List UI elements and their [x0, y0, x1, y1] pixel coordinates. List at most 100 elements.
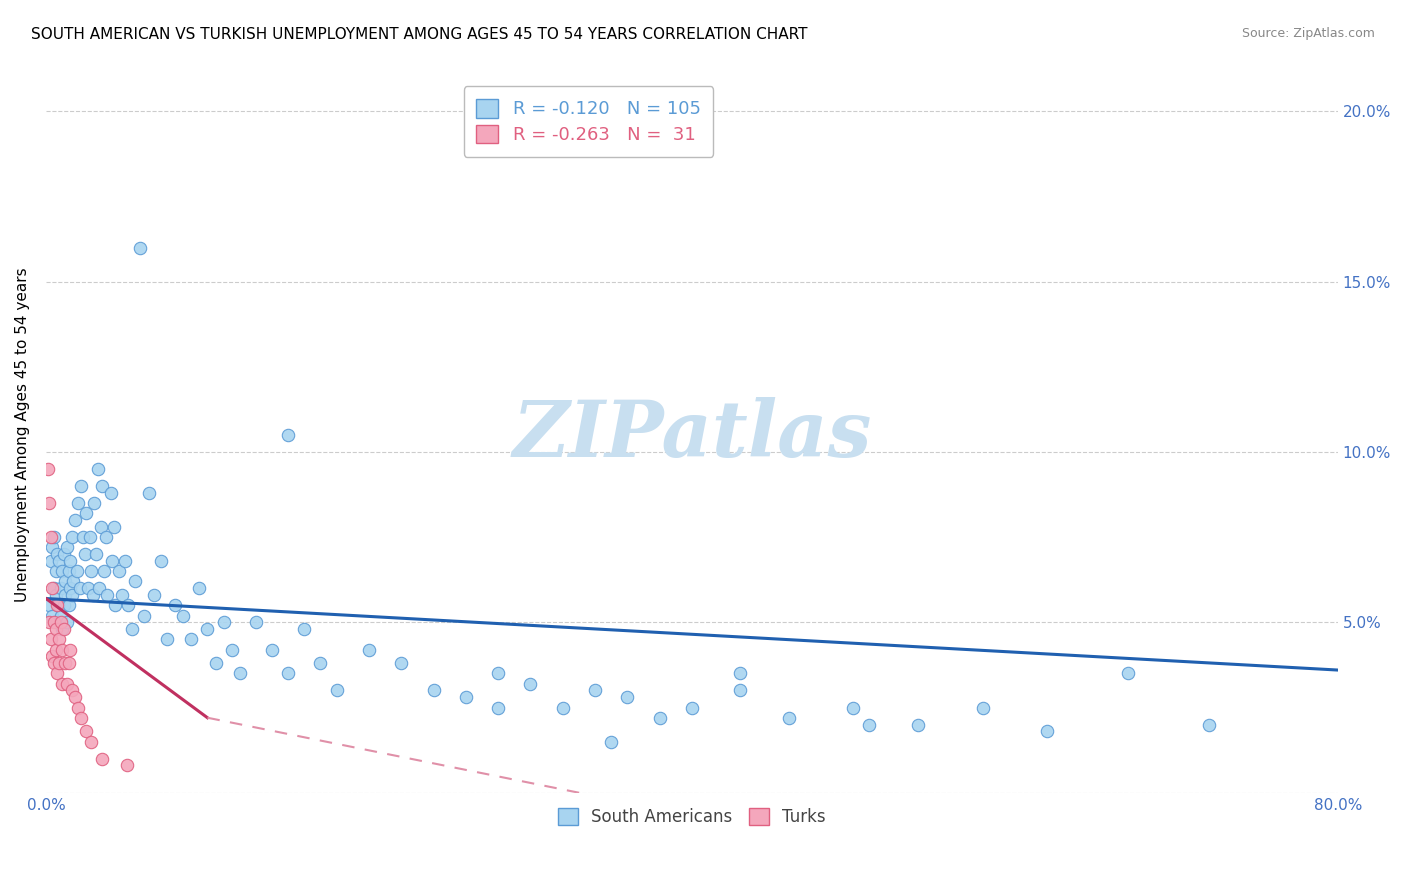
Point — [551, 700, 574, 714]
Point — [69, 582, 91, 596]
Point — [1116, 666, 1139, 681]
Point — [48, 554, 70, 568]
Point — [454, 690, 477, 705]
Point — [486, 666, 509, 681]
Point — [56, 541, 79, 555]
Point — [124, 574, 146, 589]
Text: Source: ZipAtlas.com: Source: ZipAtlas.com — [1241, 27, 1375, 40]
Point — [357, 642, 380, 657]
Point — [63, 513, 86, 527]
Point — [59, 554, 82, 568]
Point — [91, 751, 114, 765]
Point — [49, 608, 72, 623]
Point — [245, 615, 267, 630]
Point — [38, 599, 60, 613]
Point — [1036, 724, 1059, 739]
Point — [89, 582, 111, 596]
Point — [96, 588, 118, 602]
Point — [42, 615, 65, 630]
Point — [583, 683, 606, 698]
Point — [1198, 717, 1220, 731]
Point — [778, 711, 800, 725]
Y-axis label: Unemployment Among Ages 45 to 54 years: Unemployment Among Ages 45 to 54 years — [15, 268, 30, 602]
Point — [59, 582, 82, 596]
Point — [38, 615, 60, 630]
Point — [75, 507, 97, 521]
Point — [260, 642, 283, 657]
Point — [172, 608, 194, 623]
Point — [53, 588, 76, 602]
Point — [103, 520, 125, 534]
Point — [907, 717, 929, 731]
Point — [83, 496, 105, 510]
Point — [165, 599, 187, 613]
Point — [91, 479, 114, 493]
Point — [39, 632, 62, 647]
Point — [53, 574, 76, 589]
Point — [51, 622, 73, 636]
Point — [180, 632, 202, 647]
Point — [37, 462, 59, 476]
Point — [42, 530, 65, 544]
Point — [58, 657, 80, 671]
Point — [114, 554, 136, 568]
Point — [156, 632, 179, 647]
Point — [67, 496, 90, 510]
Point — [52, 547, 75, 561]
Point — [277, 666, 299, 681]
Point — [94, 530, 117, 544]
Point — [56, 615, 79, 630]
Text: SOUTH AMERICAN VS TURKISH UNEMPLOYMENT AMONG AGES 45 TO 54 YEARS CORRELATION CHA: SOUTH AMERICAN VS TURKISH UNEMPLOYMENT A… — [31, 27, 807, 42]
Point — [58, 564, 80, 578]
Point — [104, 599, 127, 613]
Point — [48, 599, 70, 613]
Point — [63, 690, 86, 705]
Point — [204, 657, 226, 671]
Point — [51, 676, 73, 690]
Point — [389, 657, 412, 671]
Point — [277, 428, 299, 442]
Point — [82, 588, 104, 602]
Point — [93, 564, 115, 578]
Point — [67, 700, 90, 714]
Point — [56, 676, 79, 690]
Point — [49, 615, 72, 630]
Point — [39, 530, 62, 544]
Point — [858, 717, 880, 731]
Point — [486, 700, 509, 714]
Text: ZIPatlas: ZIPatlas — [512, 397, 872, 474]
Point — [128, 241, 150, 255]
Point — [115, 758, 138, 772]
Point — [80, 564, 103, 578]
Point — [107, 564, 129, 578]
Point — [75, 724, 97, 739]
Point — [681, 700, 703, 714]
Point — [48, 657, 70, 671]
Point — [46, 599, 69, 613]
Point — [842, 700, 865, 714]
Point — [77, 582, 100, 596]
Point — [52, 599, 75, 613]
Point — [73, 547, 96, 561]
Point — [52, 622, 75, 636]
Point — [138, 486, 160, 500]
Point — [60, 683, 83, 698]
Point — [66, 564, 89, 578]
Point — [41, 608, 63, 623]
Point — [70, 479, 93, 493]
Point — [62, 574, 84, 589]
Point — [49, 582, 72, 596]
Point — [42, 657, 65, 671]
Point — [48, 632, 70, 647]
Point — [730, 683, 752, 698]
Point — [188, 582, 211, 596]
Point — [212, 615, 235, 630]
Point — [117, 599, 139, 613]
Point — [46, 666, 69, 681]
Point — [90, 520, 112, 534]
Point — [616, 690, 638, 705]
Point — [325, 683, 347, 698]
Point — [143, 588, 166, 602]
Point — [38, 496, 60, 510]
Point — [121, 622, 143, 636]
